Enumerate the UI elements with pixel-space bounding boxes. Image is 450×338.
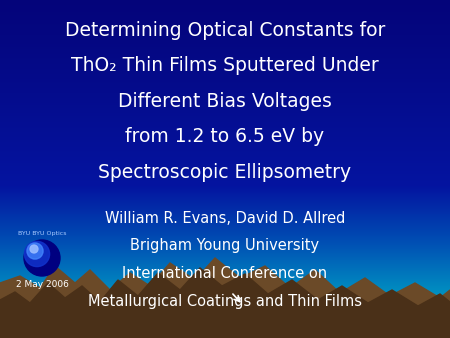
Text: International Conference on: International Conference on [122, 266, 328, 281]
Text: Determining Optical Constants for: Determining Optical Constants for [65, 21, 385, 40]
Text: Metallurgical Coatings and Thin Films: Metallurgical Coatings and Thin Films [88, 294, 362, 309]
Text: Spectroscopic Ellipsometry: Spectroscopic Ellipsometry [99, 163, 351, 182]
Text: Brigham Young University: Brigham Young University [130, 238, 320, 253]
Circle shape [27, 243, 43, 259]
Circle shape [24, 240, 60, 276]
Polygon shape [0, 258, 450, 338]
Text: William R. Evans, David D. Allred: William R. Evans, David D. Allred [105, 211, 345, 225]
Text: BYU BYU Optics: BYU BYU Optics [18, 231, 66, 236]
Text: 2 May 2006: 2 May 2006 [16, 280, 68, 289]
Circle shape [24, 241, 50, 267]
Text: ThO₂ Thin Films Sputtered Under: ThO₂ Thin Films Sputtered Under [71, 56, 379, 75]
Polygon shape [0, 316, 450, 338]
Text: Different Bias Voltages: Different Bias Voltages [118, 92, 332, 111]
Circle shape [30, 245, 38, 253]
Text: from 1.2 to 6.5 eV by: from 1.2 to 6.5 eV by [126, 127, 324, 146]
Polygon shape [0, 268, 450, 338]
